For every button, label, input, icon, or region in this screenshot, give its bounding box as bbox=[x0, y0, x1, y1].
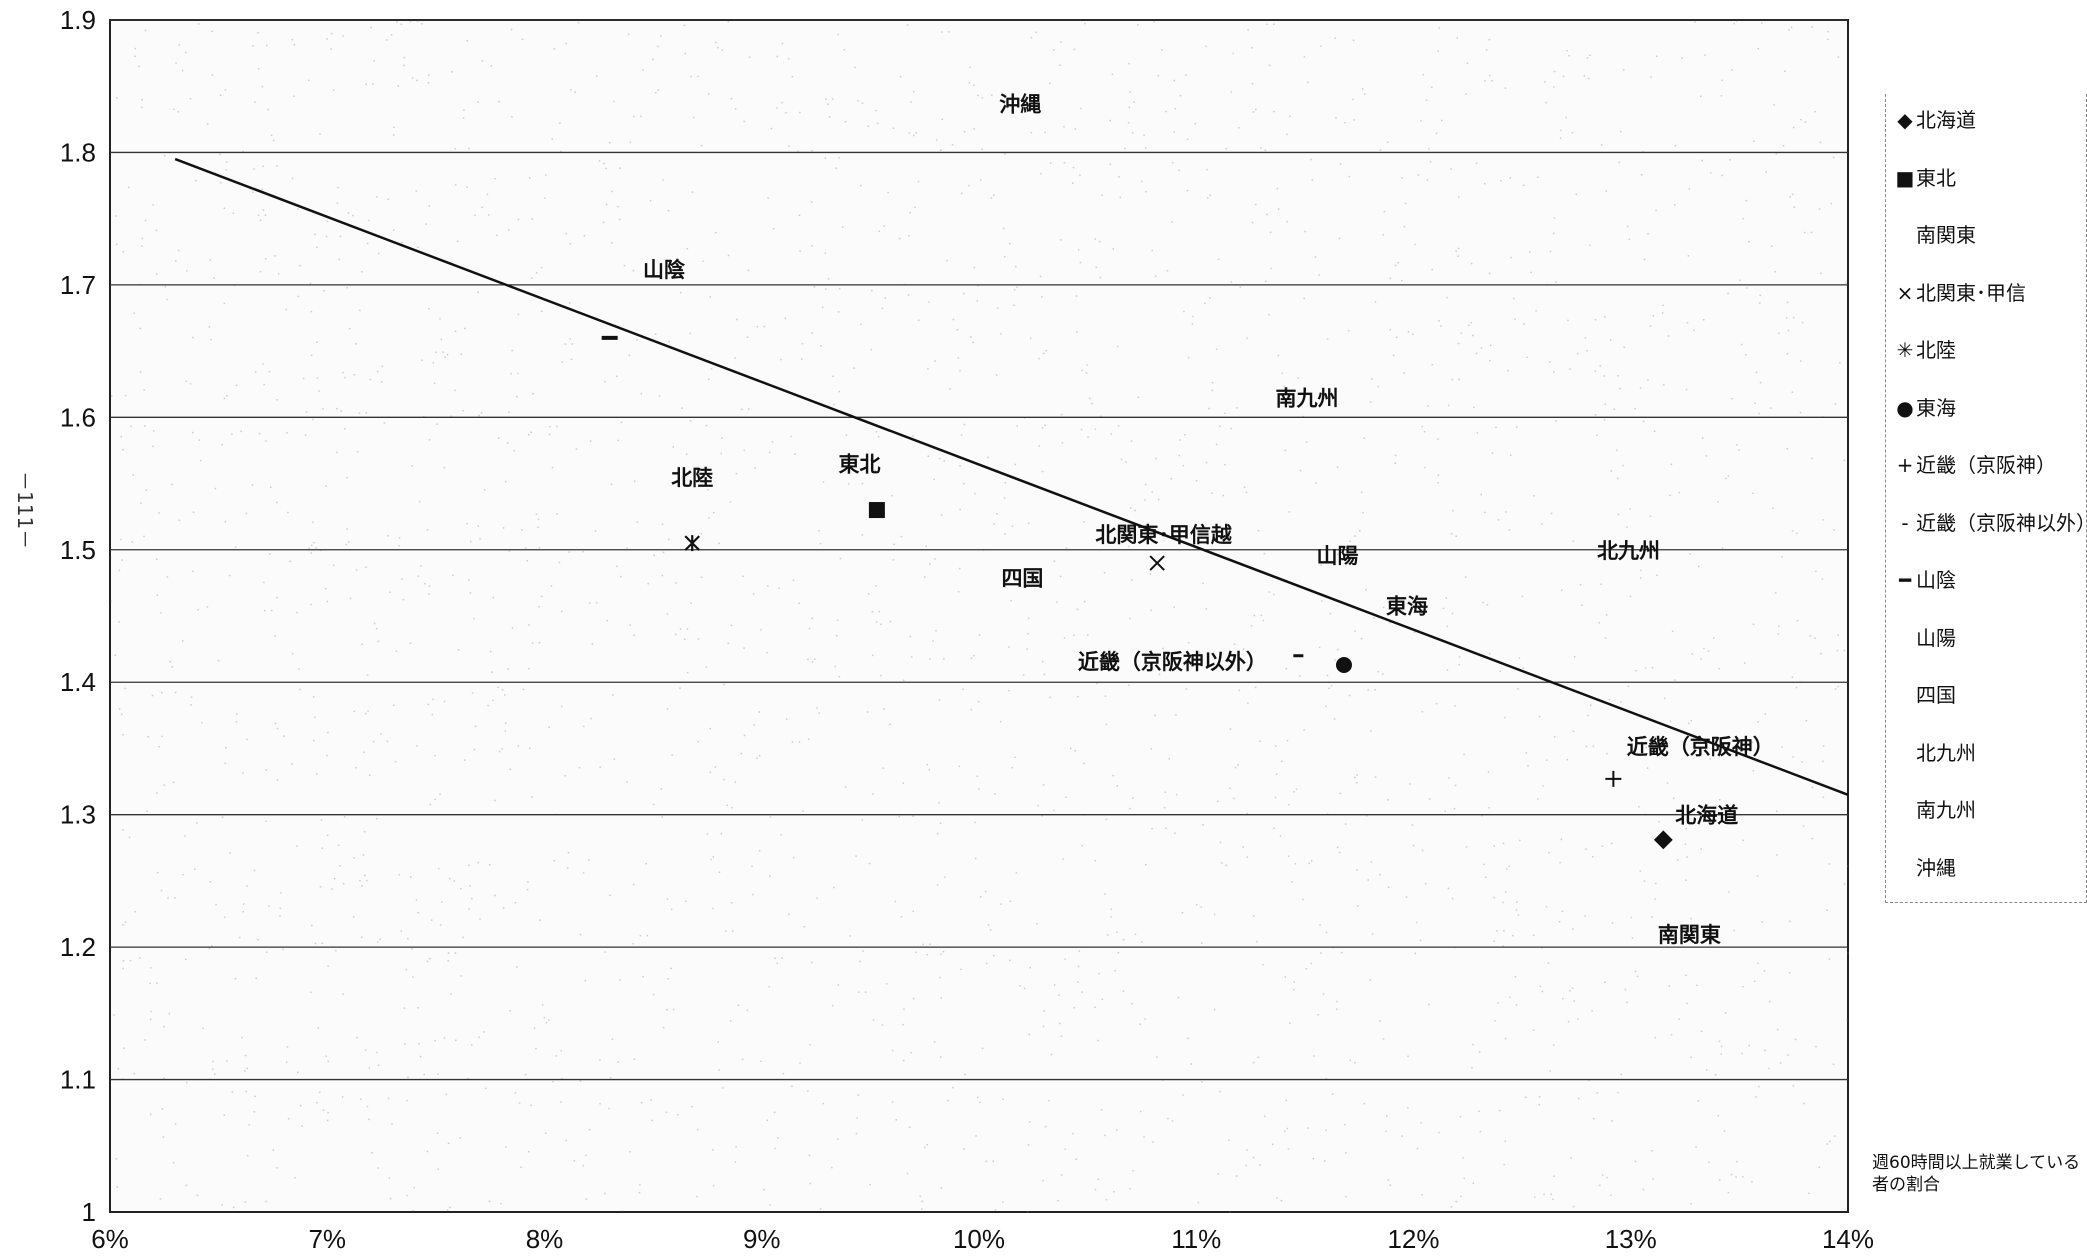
data-label: 北関東･甲信越 bbox=[1095, 523, 1232, 547]
y-tick-label: 1.8 bbox=[60, 137, 96, 167]
legend-marker-icon: - bbox=[1901, 510, 1909, 535]
legend-item: 沖縄 bbox=[1894, 856, 1956, 880]
legend-marker-icon: + bbox=[1896, 453, 1914, 477]
legend-item: ● 東海 bbox=[1894, 396, 1956, 420]
data-label: 近畿（京阪神） bbox=[1627, 735, 1774, 759]
x-tick-label: 11% bbox=[1171, 1224, 1221, 1254]
data-label: 山陰 bbox=[643, 258, 686, 282]
legend-label: 東北 bbox=[1916, 165, 1956, 190]
y-tick-label: 1.5 bbox=[60, 535, 96, 565]
legend-label: 山陰 bbox=[1916, 568, 1956, 592]
point-marker-x bbox=[1149, 555, 1165, 571]
legend-item: ■東北 bbox=[1894, 166, 1956, 190]
y-tick-label: 1.2 bbox=[60, 932, 96, 962]
y-tick-label: 1.1 bbox=[60, 1065, 96, 1095]
y-tick-label: 1.4 bbox=[60, 667, 96, 697]
y-tick-label: 1.9 bbox=[60, 5, 96, 35]
legend-item: ━ 山陰 bbox=[1894, 568, 1956, 592]
x-tick-label: 8% bbox=[526, 1224, 564, 1254]
data-label: 沖縄 bbox=[999, 92, 1041, 116]
legend-label: 近畿（京阪神） bbox=[1916, 453, 2056, 477]
data-label: 南九州 bbox=[1276, 386, 1339, 410]
plot-area bbox=[109, 19, 1849, 1213]
data-label: 北陸 bbox=[671, 466, 713, 490]
point-marker-diamond bbox=[1653, 830, 1673, 850]
legend-marker-icon: ✳ bbox=[1896, 338, 1914, 362]
legend-label: 北九州 bbox=[1916, 740, 1976, 765]
legend-label: 沖縄 bbox=[1916, 855, 1956, 880]
legend-marker-icon: ◆ bbox=[1897, 108, 1913, 132]
data-label: 東海 bbox=[1386, 594, 1428, 618]
x-tick-label: 14% bbox=[1822, 1224, 1874, 1254]
legend-label: 北海道 bbox=[1916, 108, 1976, 132]
x-tick-label: 6% bbox=[91, 1224, 129, 1254]
legend-marker-icon: ● bbox=[1896, 395, 1914, 420]
x-tick-label: 12% bbox=[1387, 1224, 1439, 1254]
data-label: 近畿（京阪神以外） bbox=[1078, 650, 1267, 674]
trend-line bbox=[174, 157, 1849, 796]
x-tick-label: 7% bbox=[308, 1224, 346, 1254]
data-label: 東北 bbox=[839, 453, 881, 477]
y-tick-label: 1.3 bbox=[60, 800, 96, 830]
y-tick-label: 1 bbox=[82, 1197, 96, 1227]
x-tick-label: 13% bbox=[1605, 1224, 1657, 1254]
y-tick-label: 1.7 bbox=[60, 270, 96, 300]
legend-item: × 北関東･甲信 bbox=[1894, 281, 2026, 305]
data-label: 北九州 bbox=[1597, 539, 1660, 563]
point-marker-circle bbox=[1335, 657, 1352, 674]
page-number: －111－ bbox=[13, 470, 37, 550]
chart-legend: ◆ 北海道 ■東北南関東 × 北関東･甲信 ✳ 北陸 ● 東海 + 近畿（京阪神） - 近畿（京阪神以外… bbox=[1885, 94, 2087, 903]
legend-marker-icon: ■ bbox=[1895, 165, 1915, 190]
legend-item: - 近畿（京阪神以外） bbox=[1894, 511, 2087, 535]
scan-texture bbox=[110, 20, 1849, 1213]
legend-label: 山陽 bbox=[1916, 625, 1956, 650]
point-marker-square bbox=[868, 502, 885, 519]
legend-item: + 近畿（京阪神） bbox=[1894, 453, 2056, 477]
legend-item: 山陽 bbox=[1894, 626, 1956, 650]
legend-item: ✳ 北陸 bbox=[1894, 338, 1956, 362]
data-label: 北海道 bbox=[1675, 804, 1738, 828]
legend-item: 南九州 bbox=[1894, 798, 1976, 822]
data-label: 四国 bbox=[1001, 567, 1043, 591]
point-marker-plus bbox=[1605, 770, 1622, 787]
legend-label: 南九州 bbox=[1916, 798, 1976, 822]
legend-item: 四国 bbox=[1894, 683, 1956, 707]
legend-label: 北関東･甲信 bbox=[1916, 280, 2026, 305]
data-label: 南関東 bbox=[1658, 923, 1721, 947]
legend-label: 南関東 bbox=[1916, 223, 1976, 247]
legend-marker-icon: ━ bbox=[1898, 568, 1912, 592]
data-label: 山陽 bbox=[1316, 544, 1358, 568]
x-tick-label: 9% bbox=[743, 1224, 781, 1254]
legend-label: 近畿（京阪神以外） bbox=[1916, 510, 2087, 535]
scatter-chart: 1 1.1 1.2 1.3 1.4 1.5 1.6 1.7 1.8 1.9 6% 7% 8% 9% 10% 1… bbox=[60, 5, 1874, 1254]
legend-item: 北九州 bbox=[1894, 741, 1976, 765]
legend-item: ◆ 北海道 bbox=[1894, 108, 1976, 132]
x-tick-label: 10% bbox=[953, 1224, 1005, 1254]
legend-label: 北陸 bbox=[1916, 338, 1956, 362]
y-tick-label: 1.6 bbox=[60, 402, 96, 432]
legend-label: 四国 bbox=[1916, 683, 1956, 707]
point-marker-asterisk bbox=[684, 535, 701, 552]
legend-marker-icon: × bbox=[1896, 280, 1914, 305]
x-axis-note: 週60時間以上就業している者の割合 bbox=[1872, 1153, 2081, 1195]
legend-label: 東海 bbox=[1916, 395, 1956, 420]
legend-item: 南関東 bbox=[1894, 223, 1976, 247]
